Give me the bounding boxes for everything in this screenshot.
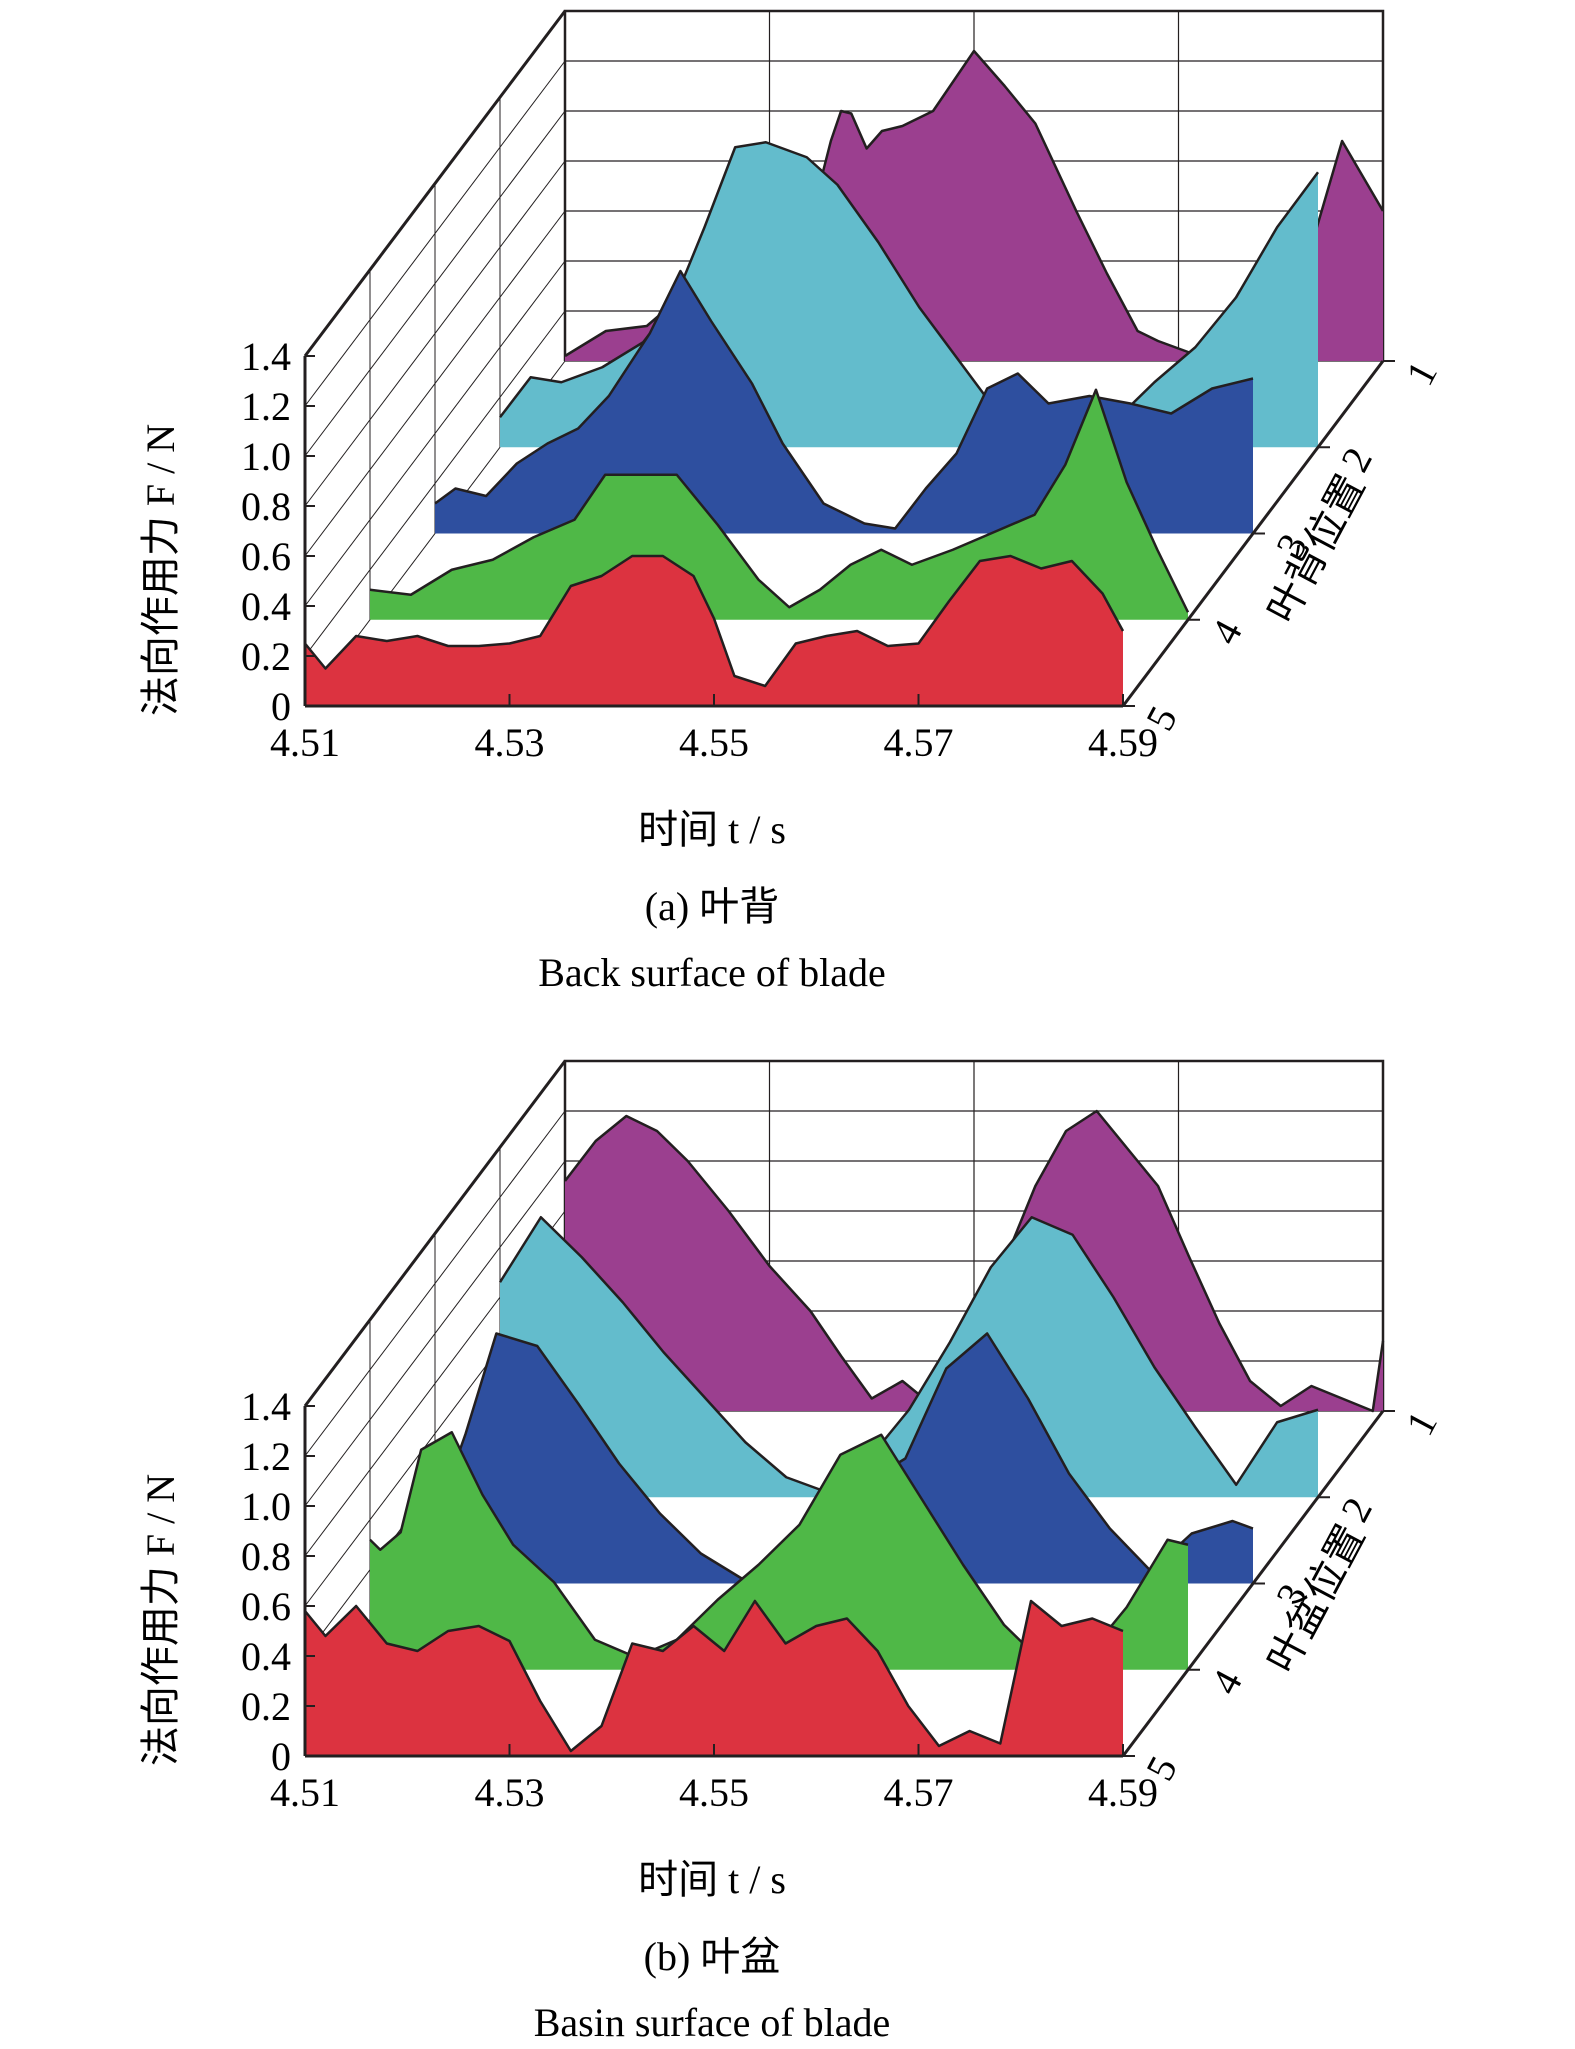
x-tick-label: 4.55 [679,1770,749,1815]
series-line-5 [304,1599,1124,1753]
z-tick-label: 4 [1202,1663,1251,1702]
caption-cn: (a) 叶背 [645,884,779,929]
chart-panel-b: 4.51 4.53 4.55 4.57 4.59 0 0.2 0.4 0.6 0.8 1.0 1.2 1… [138,1059,1446,2045]
y-tick-label: 0 [271,1734,291,1779]
y-tick-label: 1.4 [241,334,291,379]
x-axis-label: 时间 t / s [638,1857,786,1902]
y-tick-label: 0.8 [241,484,291,529]
top-edge [303,1060,567,1407]
x-axis-label: 时间 t / s [638,807,786,852]
y-tick-label: 1.2 [241,1434,291,1479]
series-ribbon-1 [565,1111,1383,1411]
z-tick-label: 4 [1202,613,1251,652]
series-ribbon-2 [500,1217,1318,1498]
x-tick-label: 4.53 [475,1770,545,1815]
series-line-5 [304,554,1125,688]
y-tick-label: 1.0 [241,1484,291,1529]
x-tick-label: 4.59 [1088,1770,1158,1815]
series-ribbon-5 [305,556,1123,706]
series-line-2 [498,1216,1319,1494]
y-tick-label: 0.6 [241,1584,291,1629]
chart-panel-a: 4.51 4.53 4.55 4.57 4.59 0 0.2 0.4 0.6 0.8 1.0 1.2 1… [138,9,1446,995]
y-tick-label: 0.4 [241,584,291,629]
y-tick-label: 0.2 [241,1684,291,1729]
series-line-2 [499,141,1320,444]
y-tick-label: 0.4 [241,1634,291,1679]
y-tick-label: 1.0 [241,434,291,479]
y-tick-label: 1.4 [241,1384,291,1429]
y-axis-label: 法向作用力 F / N [138,424,183,716]
y-tick-label: 0.6 [241,534,291,579]
y-tick-label: 0.2 [241,634,291,679]
caption-cn: (b) 叶盆 [644,1934,781,1979]
x-tick-label: 4.57 [884,1770,954,1815]
x-tick-label: 4.57 [884,720,954,765]
y-tick-label: 0.8 [241,1534,291,1579]
y-axis-label: 法向作用力 F / N [138,1474,183,1766]
x-tick-label: 4.59 [1088,720,1158,765]
series-ribbon-3 [435,1333,1253,1584]
top-edge [303,10,567,357]
back-frame [563,9,1385,361]
z-tick-label: 1 [1397,1404,1446,1443]
y-tick-label: 0 [271,684,291,729]
series-ribbon-5 [305,1601,1123,1756]
z-tick-label: 1 [1397,354,1446,393]
x-tick-label: 4.51 [270,1770,340,1815]
x-tick-label: 4.55 [679,720,749,765]
series-ribbon-3 [435,271,1253,534]
series-line-4 [369,388,1190,613]
x-tick-label: 4.53 [475,720,545,765]
x-tick-label: 4.51 [270,720,340,765]
caption-en: Basin surface of blade [534,2000,891,2045]
caption-en: Back surface of blade [538,950,886,995]
y-tick-label: 1.2 [241,384,291,429]
series-line-3 [434,269,1254,530]
series-ribbon-4 [370,1432,1188,1670]
